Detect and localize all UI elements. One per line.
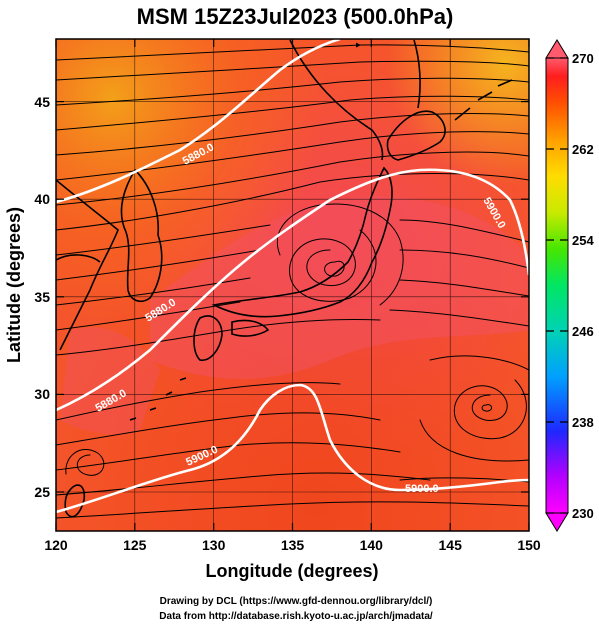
y-axis [56, 100, 529, 493]
colorbar-tick-label: 230 [572, 506, 594, 521]
colorbar-bottom-arrow [545, 512, 569, 532]
y-axis-label: Latitude (degrees) [4, 207, 24, 363]
y-tick-label: 25 [34, 484, 50, 500]
credit-data: Data from http://database.rish.kyoto-u.a… [159, 611, 433, 622]
x-tick-label: 150 [517, 537, 541, 553]
contour-label: 5900.0 [405, 483, 439, 495]
colorbar-tick-label: 270 [572, 51, 594, 66]
x-tick-label: 145 [439, 537, 463, 553]
colorbar-tick-label: 254 [572, 233, 594, 248]
x-axis [55, 39, 530, 531]
height-contours [56, 39, 529, 514]
colorbar-tick-label: 262 [572, 142, 594, 157]
x-tick-label: 125 [123, 537, 147, 553]
coastlines [56, 39, 513, 518]
lat-lon-grid [56, 39, 529, 531]
x-tick-label: 130 [202, 537, 226, 553]
map-title: MSM 15Z23Jul2023 (500.0hPa) [137, 4, 454, 29]
x-tick-labels: 120 125 130 135 140 145 150 [44, 537, 541, 553]
colorbar-tick-label: 246 [572, 324, 594, 339]
y-tick-label: 40 [34, 191, 50, 207]
colorbar-top-arrow [545, 39, 569, 59]
x-tick-label: 140 [360, 537, 384, 553]
colorbar: 270 262 254 246 238 230 [545, 39, 594, 532]
x-tick-label: 120 [44, 537, 68, 553]
colorbar-scale [545, 57, 569, 514]
y-tick-label: 45 [34, 94, 50, 110]
x-axis-label: Longitude (degrees) [205, 561, 378, 581]
y-tick-labels: 25 30 35 40 45 [34, 94, 50, 500]
credit-drawing: Drawing by DCL (https://www.gfd-dennou.o… [160, 596, 433, 607]
colorbar-tick-label: 238 [572, 415, 594, 430]
y-tick-label: 35 [34, 289, 50, 305]
y-tick-label: 30 [34, 386, 50, 402]
x-tick-label: 135 [281, 537, 305, 553]
